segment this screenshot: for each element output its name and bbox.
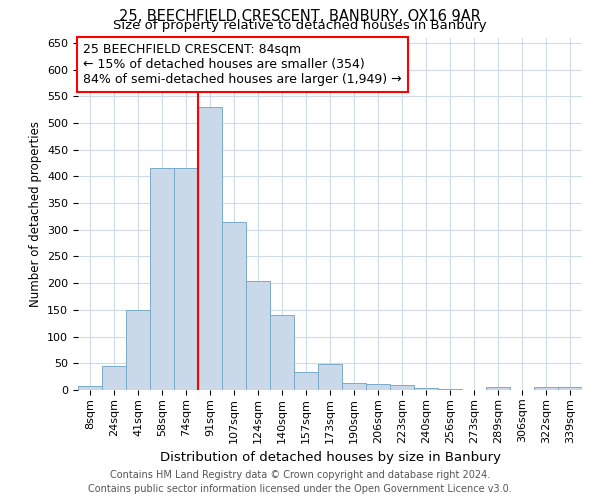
- Bar: [294, 372, 318, 390]
- Bar: [126, 310, 150, 390]
- Bar: [246, 280, 270, 390]
- Bar: [270, 315, 294, 390]
- Bar: [198, 107, 222, 390]
- Bar: [222, 222, 246, 390]
- Bar: [366, 384, 390, 390]
- Bar: [318, 364, 342, 390]
- Bar: [174, 168, 198, 390]
- Text: Contains HM Land Registry data © Crown copyright and database right 2024.
Contai: Contains HM Land Registry data © Crown c…: [88, 470, 512, 494]
- Bar: [438, 389, 462, 390]
- Text: 25 BEECHFIELD CRESCENT: 84sqm
← 15% of detached houses are smaller (354)
84% of : 25 BEECHFIELD CRESCENT: 84sqm ← 15% of d…: [83, 43, 401, 86]
- Text: 25, BEECHFIELD CRESCENT, BANBURY, OX16 9AR: 25, BEECHFIELD CRESCENT, BANBURY, OX16 9…: [119, 9, 481, 24]
- Y-axis label: Number of detached properties: Number of detached properties: [29, 120, 41, 306]
- Bar: [390, 385, 414, 390]
- Bar: [414, 388, 438, 390]
- Bar: [486, 388, 510, 390]
- Bar: [150, 168, 174, 390]
- Text: Size of property relative to detached houses in Banbury: Size of property relative to detached ho…: [113, 19, 487, 32]
- Bar: [102, 366, 126, 390]
- Bar: [78, 386, 102, 390]
- Bar: [534, 387, 558, 390]
- X-axis label: Distribution of detached houses by size in Banbury: Distribution of detached houses by size …: [160, 451, 500, 464]
- Bar: [558, 387, 582, 390]
- Bar: [342, 382, 366, 390]
